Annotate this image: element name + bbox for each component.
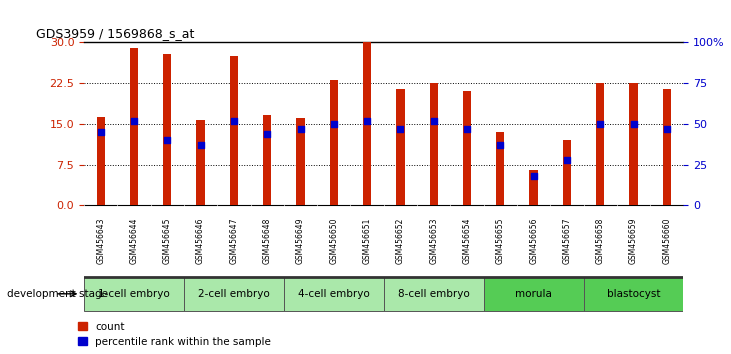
Bar bbox=[263, 115, 271, 205]
Text: GSM456660: GSM456660 bbox=[662, 217, 671, 264]
Bar bbox=[130, 48, 138, 205]
Point bbox=[594, 121, 606, 127]
Text: GSM456644: GSM456644 bbox=[129, 217, 138, 264]
Point bbox=[494, 142, 506, 148]
Text: GSM456647: GSM456647 bbox=[230, 217, 238, 264]
Text: GSM456659: GSM456659 bbox=[629, 217, 638, 264]
Point bbox=[361, 118, 373, 124]
Text: 8-cell embryo: 8-cell embryo bbox=[398, 289, 469, 299]
Bar bbox=[96, 118, 105, 205]
Point bbox=[528, 173, 539, 179]
Text: 2-cell embryo: 2-cell embryo bbox=[198, 289, 270, 299]
Bar bbox=[484, 277, 583, 311]
Text: morula: morula bbox=[515, 289, 552, 299]
Text: GSM456653: GSM456653 bbox=[429, 217, 438, 264]
Text: GSM456657: GSM456657 bbox=[562, 217, 572, 264]
Text: 1-cell embryo: 1-cell embryo bbox=[98, 289, 170, 299]
Bar bbox=[384, 277, 484, 311]
Bar bbox=[284, 277, 384, 311]
Text: GSM456654: GSM456654 bbox=[463, 217, 471, 264]
Text: blastocyst: blastocyst bbox=[607, 289, 660, 299]
Bar bbox=[430, 83, 438, 205]
Bar bbox=[363, 42, 371, 205]
Bar bbox=[596, 83, 605, 205]
Point bbox=[194, 142, 206, 148]
Bar bbox=[463, 91, 471, 205]
Text: GDS3959 / 1569868_s_at: GDS3959 / 1569868_s_at bbox=[36, 27, 194, 40]
Point bbox=[428, 118, 439, 124]
Legend: count, percentile rank within the sample: count, percentile rank within the sample bbox=[78, 322, 271, 347]
Bar bbox=[396, 88, 404, 205]
Point bbox=[128, 118, 140, 124]
Text: 4-cell embryo: 4-cell embryo bbox=[298, 289, 370, 299]
Point bbox=[395, 126, 406, 132]
Point bbox=[661, 126, 673, 132]
Text: GSM456646: GSM456646 bbox=[196, 217, 205, 264]
Text: GSM456643: GSM456643 bbox=[96, 217, 105, 264]
Bar bbox=[496, 132, 504, 205]
Point bbox=[162, 137, 173, 143]
Point bbox=[295, 126, 306, 132]
Text: GSM456651: GSM456651 bbox=[363, 217, 371, 264]
Bar bbox=[197, 120, 205, 205]
Bar bbox=[629, 83, 637, 205]
Point bbox=[95, 129, 107, 135]
Bar bbox=[163, 55, 172, 205]
Point bbox=[561, 157, 573, 162]
Point bbox=[628, 121, 640, 127]
Point bbox=[461, 126, 473, 132]
Text: GSM456648: GSM456648 bbox=[262, 217, 272, 264]
Bar bbox=[184, 277, 284, 311]
Bar bbox=[330, 80, 338, 205]
Text: GSM456649: GSM456649 bbox=[296, 217, 305, 264]
Text: GSM456650: GSM456650 bbox=[330, 217, 338, 264]
Text: GSM456656: GSM456656 bbox=[529, 217, 538, 264]
Bar bbox=[563, 140, 571, 205]
Point bbox=[328, 121, 340, 127]
Text: GSM456655: GSM456655 bbox=[496, 217, 505, 264]
Point bbox=[228, 118, 240, 124]
Bar bbox=[663, 88, 671, 205]
Text: development stage: development stage bbox=[7, 289, 108, 299]
Bar bbox=[583, 277, 683, 311]
Bar bbox=[230, 56, 238, 205]
Bar bbox=[84, 277, 184, 311]
Bar bbox=[529, 170, 538, 205]
Bar bbox=[296, 119, 305, 205]
Point bbox=[262, 131, 273, 137]
Text: GSM456658: GSM456658 bbox=[596, 217, 605, 264]
Text: GSM456645: GSM456645 bbox=[163, 217, 172, 264]
Text: GSM456652: GSM456652 bbox=[396, 217, 405, 264]
